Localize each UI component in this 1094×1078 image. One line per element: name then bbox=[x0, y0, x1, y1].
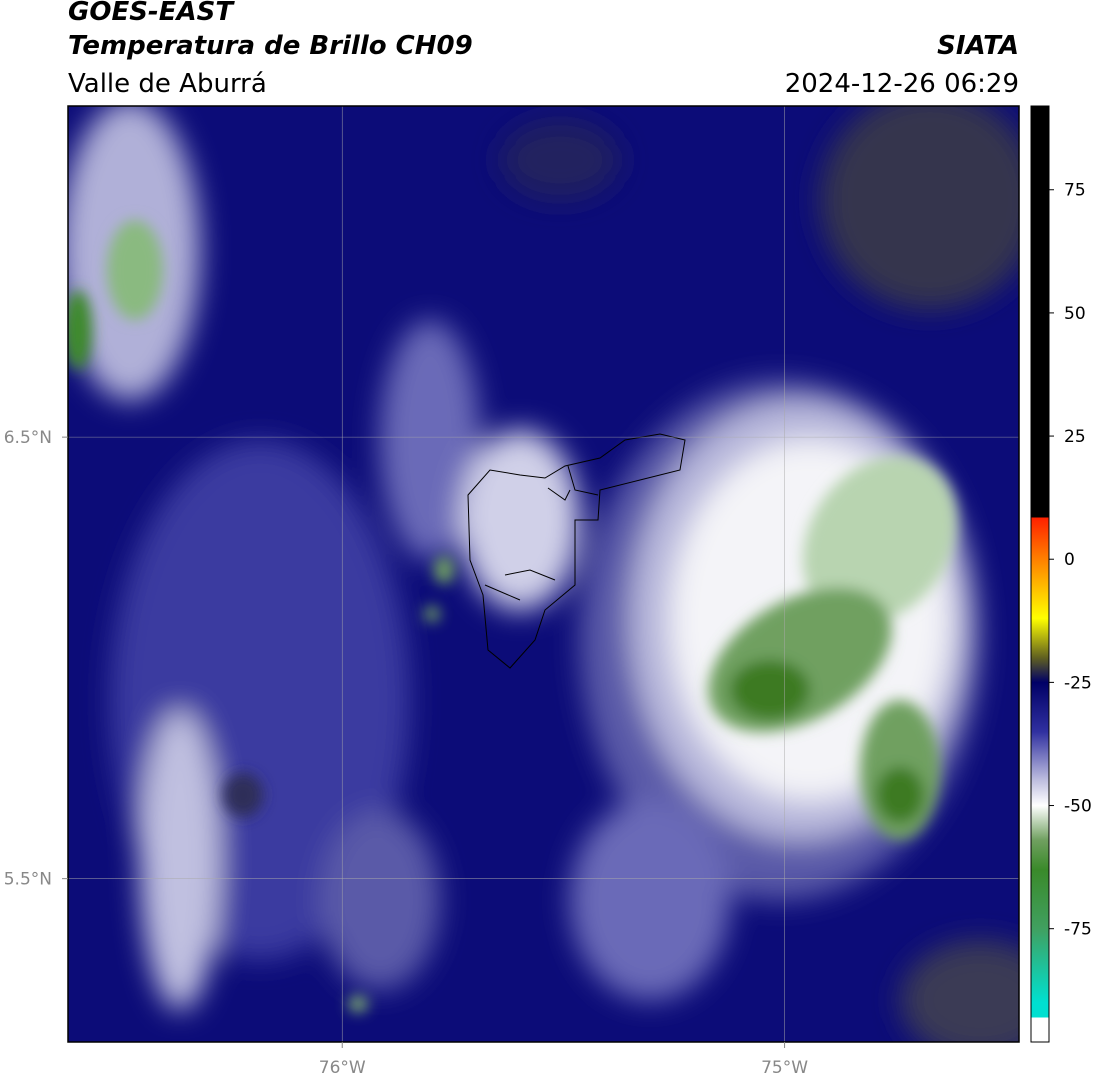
colorbar-tick-label: -75 bbox=[1064, 920, 1092, 940]
y-tick-label: 6.5°N bbox=[4, 428, 52, 448]
colorbar-tick-label: 50 bbox=[1064, 304, 1086, 324]
source: SIATA bbox=[937, 31, 1019, 61]
map-frame bbox=[67, 105, 1020, 1043]
region: Valle de Aburrá bbox=[68, 69, 267, 99]
y-tick-label: 5.5°N bbox=[4, 870, 52, 890]
colorbar-tick-label: 25 bbox=[1064, 427, 1086, 447]
title: GOES-EAST bbox=[68, 0, 235, 27]
colorbar-tick-label: 0 bbox=[1064, 550, 1075, 570]
satellite-image bbox=[68, 106, 1019, 1042]
x-tick-label: 75°W bbox=[761, 1058, 808, 1078]
colorbar-tick-label: -25 bbox=[1064, 673, 1092, 693]
colorbar-tick-label: -50 bbox=[1064, 797, 1092, 817]
grid bbox=[68, 106, 1019, 1042]
colorbar bbox=[1030, 105, 1050, 1043]
datetime: 2024-12-26 06:29 bbox=[785, 69, 1019, 99]
x-tick-label: 76°W bbox=[319, 1058, 366, 1078]
municipal-boundaries bbox=[467, 433, 686, 669]
subtitle: Temperatura de Brillo CH09 bbox=[68, 31, 473, 61]
colorbar-tick-label: 75 bbox=[1064, 181, 1086, 201]
